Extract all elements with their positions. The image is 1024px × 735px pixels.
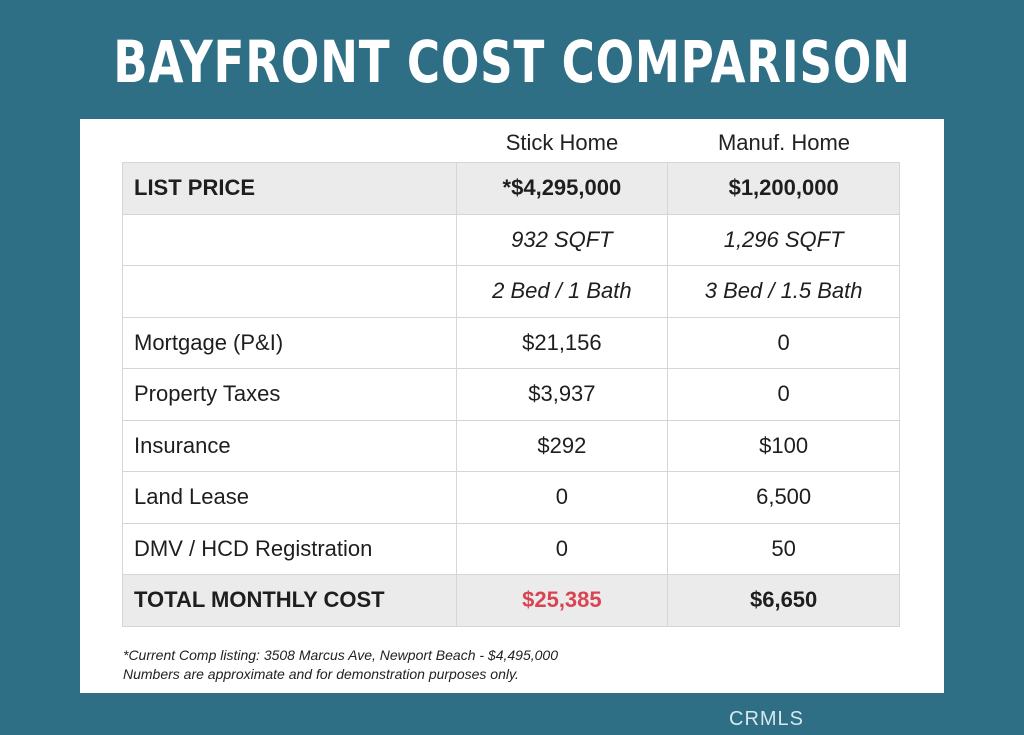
table-row-mortgage: Mortgage (P&I) $21,156 0 (122, 316, 900, 369)
column-header-manuf: Manuf. Home (717, 130, 851, 155)
stick-value: $292 (455, 419, 669, 472)
crmls-watermark: CRMLS (729, 708, 805, 730)
manuf-value: 6,500 (667, 471, 900, 524)
row-label: Land Lease (122, 471, 457, 524)
manuf-value: $1,200,000 (667, 162, 900, 215)
row-label (122, 213, 457, 266)
row-label: TOTAL MONTHLY COST (122, 574, 457, 627)
stick-value: *$4,295,000 (455, 162, 669, 215)
manuf-value: 0 (667, 316, 900, 369)
row-label (122, 265, 457, 318)
stick-value: $3,937 (455, 368, 669, 421)
row-label: Mortgage (P&I) (122, 316, 457, 369)
manuf-value: $100 (667, 419, 900, 472)
table-row-list-price: LIST PRICE *$4,295,000 $1,200,000 (122, 162, 900, 215)
row-label: DMV / HCD Registration (122, 522, 457, 575)
table-row-sqft: 932 SQFT 1,296 SQFT (122, 213, 900, 266)
stick-value: 0 (455, 471, 669, 524)
manuf-value: 1,296 SQFT (667, 213, 900, 266)
stick-total-value: $25,385 (455, 574, 669, 627)
manuf-value: 0 (667, 368, 900, 421)
stick-value: 2 Bed / 1 Bath (455, 265, 669, 318)
table-row-land-lease: Land Lease 0 6,500 (122, 471, 900, 524)
manuf-value: 50 (667, 522, 900, 575)
stick-value: 0 (455, 522, 669, 575)
column-header-stick: Stick Home (505, 130, 619, 155)
table-row-total: TOTAL MONTHLY COST $25,385 $6,650 (122, 574, 900, 627)
row-label: Property Taxes (122, 368, 457, 421)
manuf-value: 3 Bed / 1.5 Bath (667, 265, 900, 318)
footnote-disclaimer: Numbers are approximate and for demonstr… (123, 666, 519, 682)
manuf-total-value: $6,650 (667, 574, 900, 627)
table-row-insurance: Insurance $292 $100 (122, 419, 900, 472)
row-label: LIST PRICE (122, 162, 457, 215)
page-title: BAYFRONT COST COMPARISON (113, 28, 911, 96)
stick-value: 932 SQFT (455, 213, 669, 266)
stick-value: $21,156 (455, 316, 669, 369)
table-row-property-taxes: Property Taxes $3,937 0 (122, 368, 900, 421)
table-row-bed-bath: 2 Bed / 1 Bath 3 Bed / 1.5 Bath (122, 265, 900, 318)
cost-table: LIST PRICE *$4,295,000 $1,200,000 932 SQ… (122, 162, 900, 627)
table-row-registration: DMV / HCD Registration 0 50 (122, 522, 900, 575)
row-label: Insurance (122, 419, 457, 472)
footnote-comp-listing: *Current Comp listing: 3508 Marcus Ave, … (123, 647, 559, 663)
